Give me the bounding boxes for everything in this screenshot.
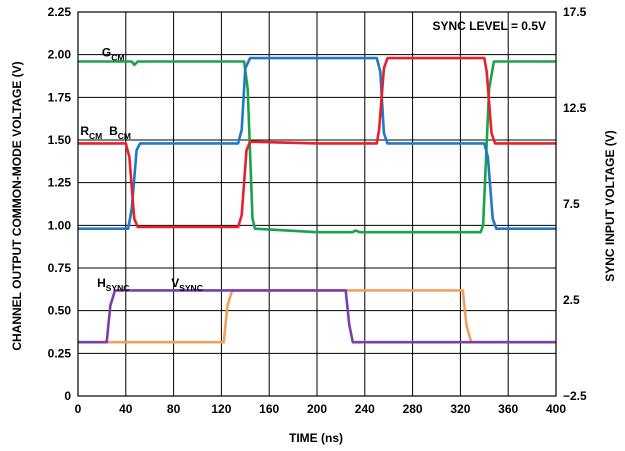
x-tick-labels: 0 40 80 120 160 200 240 280 320 360 400: [75, 402, 567, 416]
y-right-tick-labels: −2.5 2.5 7.5 12.5 17.5: [563, 5, 587, 403]
y-right-tick-label: 7.5: [563, 197, 580, 211]
y-right-tick-label: −2.5: [563, 389, 587, 403]
y-left-tick-label: 0.75: [48, 261, 72, 275]
y-left-tick-labels: 0 0.25 0.50 0.75 1.00 1.25 1.50 1.75 2.00 2.25: [48, 5, 72, 403]
y-left-tick-label: 0.50: [48, 304, 72, 318]
plot-frame: [77, 11, 557, 397]
series-line-hsync: [78, 289, 556, 344]
y-left-tick-label: 0.25: [48, 346, 72, 360]
y-right-tick-label: 12.5: [563, 101, 587, 115]
x-tick-label: 320: [450, 402, 470, 416]
x-tick-label: 280: [403, 402, 423, 416]
series-label-gcm: GCM: [102, 45, 125, 62]
y-right-tick-label: 2.5: [563, 293, 580, 307]
y-left-tick-label: 1.25: [48, 176, 72, 190]
x-tick-label: 80: [167, 402, 181, 416]
x-tick-label: 0: [75, 402, 82, 416]
gridlines: [78, 12, 556, 396]
y-left-tick-label: 2.25: [48, 5, 72, 19]
x-tick-label: 360: [498, 402, 518, 416]
series-label-hsync: HSYNC: [97, 276, 129, 293]
y-left-tick-label: 0: [64, 389, 71, 403]
y-left-tick-label: 1.50: [48, 133, 72, 147]
x-tick-label: 240: [355, 402, 375, 416]
y-axis-left-label: CHANNEL OUTPUT COMMON-MODE VOLTAGE (V): [10, 61, 24, 350]
x-tick-label: 200: [307, 402, 327, 416]
y-left-tick-label: 2.00: [48, 48, 72, 62]
series-labels: GCM RCM BCM HSYNC VSYNC: [80, 45, 202, 292]
x-tick-label: 400: [546, 402, 566, 416]
y-right-tick-label: 17.5: [563, 5, 587, 19]
y-axis-right-label: SYNC INPUT VOLTAGE (V): [603, 130, 617, 282]
x-tick-label: 160: [259, 402, 279, 416]
series-label-bcm: BCM: [109, 124, 131, 141]
series-line-rcm: [78, 56, 556, 229]
x-tick-label: 120: [211, 402, 231, 416]
series-label-rcm: RCM: [80, 124, 102, 141]
traces: [78, 56, 556, 344]
y-left-tick-label: 1.00: [48, 218, 72, 232]
x-tick-label: 40: [119, 402, 133, 416]
y-left-tick-label: 1.75: [48, 90, 72, 104]
sync-level-annotation: SYNC LEVEL = 0.5V: [433, 19, 547, 33]
series-line-bcm: [78, 56, 556, 230]
series-label-vsync: VSYNC: [171, 276, 203, 293]
x-axis-label: TIME (ns): [289, 431, 343, 445]
series-line-gcm: [78, 60, 556, 234]
